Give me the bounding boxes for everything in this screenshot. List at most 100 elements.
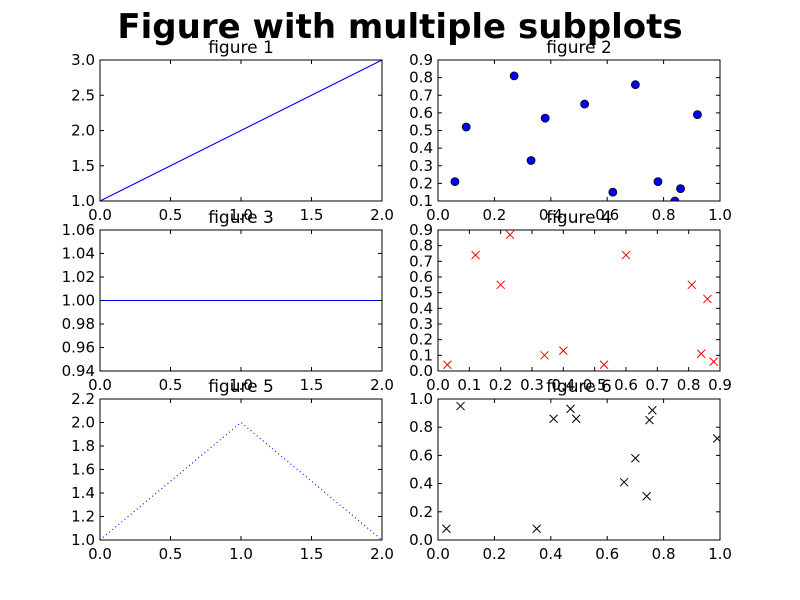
x-tick-label: 0.8 — [677, 376, 701, 394]
data-point — [619, 477, 629, 487]
x-tick-label: 2.0 — [370, 545, 394, 563]
x-tick-label: 0.6 — [595, 206, 619, 224]
y-tick-label: 0.9 — [409, 221, 433, 239]
data-point — [631, 80, 640, 90]
plot-area — [100, 421, 382, 540]
data-point — [540, 350, 549, 360]
subplot-title: figure 1 — [208, 38, 274, 58]
x-tick-label: 0.5 — [159, 545, 183, 563]
x-tick-label: 1.0 — [229, 545, 253, 563]
data-point — [709, 357, 719, 366]
x-tick-label: 0.5 — [583, 376, 607, 394]
y-tick-label: 1.0 — [409, 390, 433, 408]
ticks: 0.0 0.5 1.0 1.5 2.0 1.0 1.5 2.0 2.5 3.0 — [71, 51, 394, 224]
ticks: 0.0 0.5 1.0 1.5 2.0 1.0 1.2 1.4 1.6 1.8 2.0 2.2 — [71, 390, 394, 563]
data-point — [461, 122, 471, 132]
data-point — [693, 110, 702, 120]
data-point — [647, 405, 657, 415]
x-tick-label: 0.6 — [614, 376, 638, 394]
series-line — [100, 421, 382, 540]
subplot-title: figure 6 — [546, 377, 612, 397]
y-tick-label: 1.06 — [62, 221, 95, 239]
x-tick-label: 0.2 — [482, 206, 506, 224]
y-tick-label: 0.98 — [62, 315, 95, 333]
subplot-3: 0.0 0.5 1.0 1.5 2.0 0.94 0.96 0.98 1.00 1.02 1.04 1… — [62, 208, 394, 394]
plot-area — [100, 60, 382, 201]
y-tick-label: 0.4 — [409, 475, 433, 493]
axes-frame — [99, 398, 383, 541]
data-point — [526, 156, 536, 165]
data-point — [558, 346, 568, 355]
data-point — [645, 415, 654, 425]
x-tick-label: 0.7 — [645, 376, 669, 394]
y-tick-label: 0.8 — [409, 237, 433, 255]
y-tick-label: 0.6 — [409, 104, 433, 122]
data-point — [621, 250, 631, 260]
x-tick-label: 2.0 — [370, 376, 394, 394]
x-tick-label: 0.2 — [482, 545, 506, 563]
x-tick-label: 0.4 — [539, 206, 563, 224]
x-tick-label: 0.0 — [426, 206, 450, 224]
data-point — [571, 414, 581, 424]
y-tick-label: 0.5 — [409, 122, 433, 140]
x-tick-label: 0.0 — [426, 545, 450, 563]
y-tick-label: 0.7 — [409, 86, 433, 104]
y-tick-label: 1.0 — [71, 192, 95, 210]
y-tick-label: 1.6 — [71, 461, 95, 479]
subplot-title: figure 4 — [546, 208, 612, 228]
subplot-title: figure 5 — [208, 377, 274, 397]
x-tick-label: 0.8 — [652, 206, 676, 224]
y-tick-label: 0.3 — [409, 315, 433, 333]
x-tick-label: 0.0 — [88, 545, 112, 563]
data-point — [496, 280, 506, 290]
y-tick-label: 1.00 — [62, 292, 95, 310]
data-point — [509, 71, 519, 81]
axes-frame — [437, 398, 721, 541]
x-tick-label: 0.1 — [457, 376, 481, 394]
y-tick-label: 1.04 — [62, 245, 95, 263]
data-point — [696, 349, 706, 359]
x-tick-label: 1.0 — [708, 206, 732, 224]
x-tick-label: 0.9 — [708, 376, 732, 394]
x-tick-label: 0.0 — [88, 206, 112, 224]
y-tick-label: 0.0 — [409, 362, 433, 380]
y-tick-label: 0.6 — [409, 268, 433, 286]
y-tick-label: 0.4 — [409, 139, 433, 157]
subplot-5: 0.0 0.5 1.0 1.5 2.0 1.0 1.2 1.4 1.6 1.8 2.0 2.2 figu… — [71, 377, 394, 563]
ticks: 0.0 0.2 0.4 0.6 0.8 1.0 0.0 0.2 0.4 0.6 0.8 1.0 — [409, 390, 732, 563]
y-tick-label: 0.8 — [409, 418, 433, 436]
ticks: 0.0 0.1 0.2 0.3 0.4 0.5 0.6 0.7 0.8 0.90.00.10.20… — [409, 221, 732, 394]
x-tick-label: 1.0 — [229, 376, 253, 394]
y-tick-label: 0.2 — [409, 174, 433, 192]
x-tick-label: 0.0 — [88, 376, 112, 394]
y-tick-label: 0.96 — [62, 339, 95, 357]
y-tick-label: 0.8 — [409, 69, 433, 87]
series-line — [100, 60, 382, 201]
y-tick-label: 1.8 — [71, 437, 95, 455]
data-point — [631, 453, 640, 463]
data-point — [549, 414, 558, 424]
axes-frame — [99, 229, 383, 372]
data-point — [443, 360, 452, 370]
x-tick-label: 0.0 — [426, 376, 450, 394]
y-tick-label: 1.4 — [71, 484, 95, 502]
x-tick-label: 2.0 — [370, 206, 394, 224]
plot-area — [443, 230, 719, 370]
y-tick-label: 0.4 — [409, 299, 433, 317]
y-tick-label: 0.7 — [409, 252, 433, 270]
y-tick-label: 0.5 — [409, 284, 433, 302]
subplot-6: 0.0 0.2 0.4 0.6 0.8 1.00.00.20.40.60.81.0figu… — [409, 377, 732, 563]
data-point — [532, 524, 542, 534]
plot-area — [450, 71, 702, 201]
y-tick-label: 0.2 — [409, 503, 433, 521]
data-point — [566, 404, 575, 414]
y-tick-label: 0.2 — [409, 331, 433, 349]
y-tick-label: 2.2 — [71, 390, 95, 408]
subplot-title: figure 2 — [546, 38, 612, 58]
ticks: 0.0 0.5 1.0 1.5 2.0 0.94 0.96 0.98 1.00 1.02 1.04 1… — [62, 221, 394, 394]
y-tick-label: 0.9 — [409, 51, 433, 69]
x-tick-label: 0.5 — [159, 206, 183, 224]
x-tick-label: 1.0 — [229, 206, 253, 224]
